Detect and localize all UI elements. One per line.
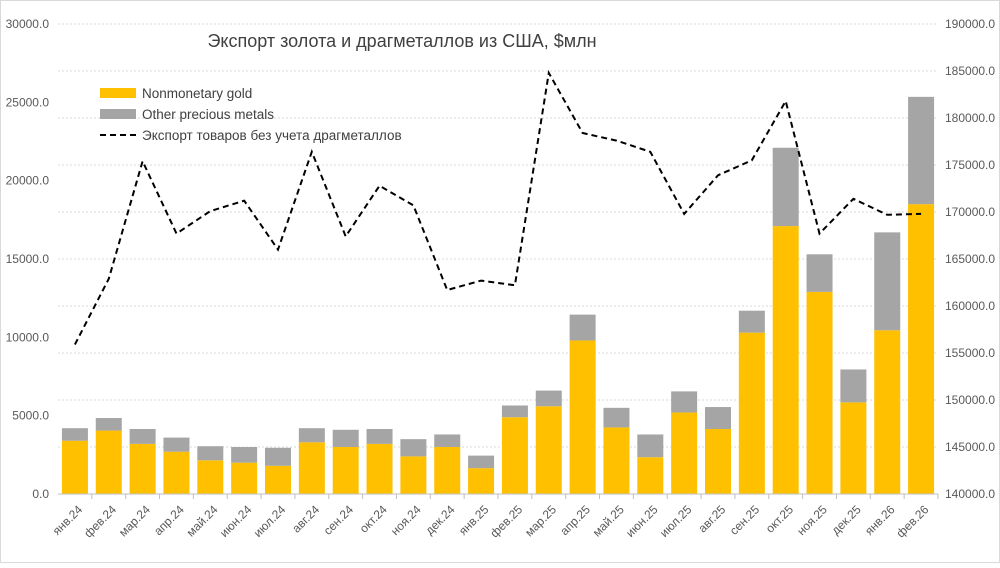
bar-other-precious-metals: [705, 407, 731, 429]
y-left-tick-label: 25000.0: [6, 95, 50, 109]
bar-nonmonetary-gold: [705, 428, 731, 494]
bar-other-precious-metals: [400, 439, 427, 457]
bar-nonmonetary-gold: [738, 332, 765, 494]
bar-nonmonetary-gold: [298, 442, 325, 494]
bar-other-precious-metals: [671, 391, 698, 413]
bar-nonmonetary-gold: [265, 465, 291, 494]
legend-item-other-precious-metals: Other precious metals: [100, 107, 274, 122]
y-right-tick-label: 175000.0: [945, 158, 995, 172]
bar-nonmonetary-gold: [569, 340, 596, 494]
legend-item-nonmonetary-gold: Nonmonetary gold: [100, 86, 252, 101]
y-left-tick-label: 10000.0: [6, 330, 50, 344]
bar-nonmonetary-gold: [434, 447, 461, 494]
bar-other-precious-metals: [366, 428, 393, 444]
bar-nonmonetary-gold: [874, 330, 901, 494]
y-right-tick-label: 155000.0: [945, 346, 995, 360]
bar-other-precious-metals: [840, 369, 867, 403]
bar-other-precious-metals: [61, 428, 88, 441]
legend-swatch: [100, 109, 136, 119]
bar-other-precious-metals: [806, 254, 833, 292]
bar-nonmonetary-gold: [806, 291, 833, 494]
y-right-tick-label: 140000.0: [945, 487, 995, 501]
bar-nonmonetary-gold: [501, 417, 528, 494]
bar-nonmonetary-gold: [332, 447, 359, 494]
y-right-tick-label: 145000.0: [945, 440, 995, 454]
bars-layer: [61, 96, 935, 494]
bar-other-precious-metals: [95, 418, 122, 431]
bar-nonmonetary-gold: [129, 443, 156, 494]
y-right-tick-label: 185000.0: [945, 64, 995, 78]
bar-nonmonetary-gold: [95, 430, 122, 494]
bar-other-precious-metals: [434, 434, 461, 447]
chart-title: Экспорт золота и драгметаллов из США, $м…: [207, 31, 596, 51]
y-left-tick-label: 30000.0: [6, 17, 50, 31]
y-left-tick-label: 15000.0: [6, 252, 50, 266]
y-left-tick-label: 20000.0: [6, 174, 50, 188]
bar-other-precious-metals: [772, 147, 799, 227]
bar-nonmonetary-gold: [535, 406, 562, 494]
bar-other-precious-metals: [569, 314, 596, 341]
legend-item-exports-line: Экспорт товаров без учета драгметаллов: [100, 128, 402, 143]
bar-other-precious-metals: [874, 232, 901, 331]
legend-layer: Nonmonetary gold Other precious metals Экс…: [100, 86, 402, 143]
y-right-tick-label: 165000.0: [945, 252, 995, 266]
y-right-tick-label: 180000.0: [945, 111, 995, 125]
y-left-tick-label: 5000.0: [12, 409, 49, 423]
bar-nonmonetary-gold: [468, 468, 495, 494]
bar-other-precious-metals: [197, 446, 224, 461]
bar-other-precious-metals: [265, 447, 291, 466]
bar-other-precious-metals: [298, 428, 325, 443]
y-right-tick-label: 160000.0: [945, 299, 995, 313]
legend-label: Nonmonetary gold: [142, 86, 252, 101]
bar-nonmonetary-gold: [61, 440, 88, 494]
y-right-tick-label: 170000.0: [945, 205, 995, 219]
line-layer: [74, 69, 922, 345]
line-series-exports: [74, 69, 922, 345]
bar-nonmonetary-gold: [197, 460, 224, 494]
bar-other-precious-metals: [231, 447, 258, 463]
y-left-tick-label: 0.0: [32, 487, 49, 501]
bar-other-precious-metals: [738, 310, 765, 333]
bar-nonmonetary-gold: [366, 443, 393, 494]
bar-nonmonetary-gold: [231, 462, 258, 494]
bar-nonmonetary-gold: [908, 204, 935, 494]
bar-other-precious-metals: [468, 455, 495, 469]
bar-other-precious-metals: [163, 437, 190, 452]
bar-other-precious-metals: [501, 405, 528, 418]
bar-other-precious-metals: [129, 428, 156, 444]
bar-nonmonetary-gold: [772, 226, 799, 494]
legend-swatch: [100, 88, 136, 98]
y-right-tick-label: 150000.0: [945, 393, 995, 407]
bar-other-precious-metals: [332, 429, 359, 447]
legend-label: Экспорт товаров без учета драгметаллов: [142, 128, 402, 143]
bar-other-precious-metals: [908, 96, 935, 205]
bar-nonmonetary-gold: [400, 456, 427, 494]
bar-nonmonetary-gold: [671, 412, 698, 494]
bar-nonmonetary-gold: [840, 402, 867, 494]
bar-other-precious-metals: [535, 390, 562, 407]
y-right-tick-label: 190000.0: [945, 17, 995, 31]
bar-nonmonetary-gold: [637, 457, 664, 494]
legend-label: Other precious metals: [142, 107, 274, 122]
bar-other-precious-metals: [603, 407, 630, 428]
bar-other-precious-metals: [637, 434, 664, 458]
bar-nonmonetary-gold: [603, 427, 630, 494]
bar-nonmonetary-gold: [163, 451, 190, 494]
